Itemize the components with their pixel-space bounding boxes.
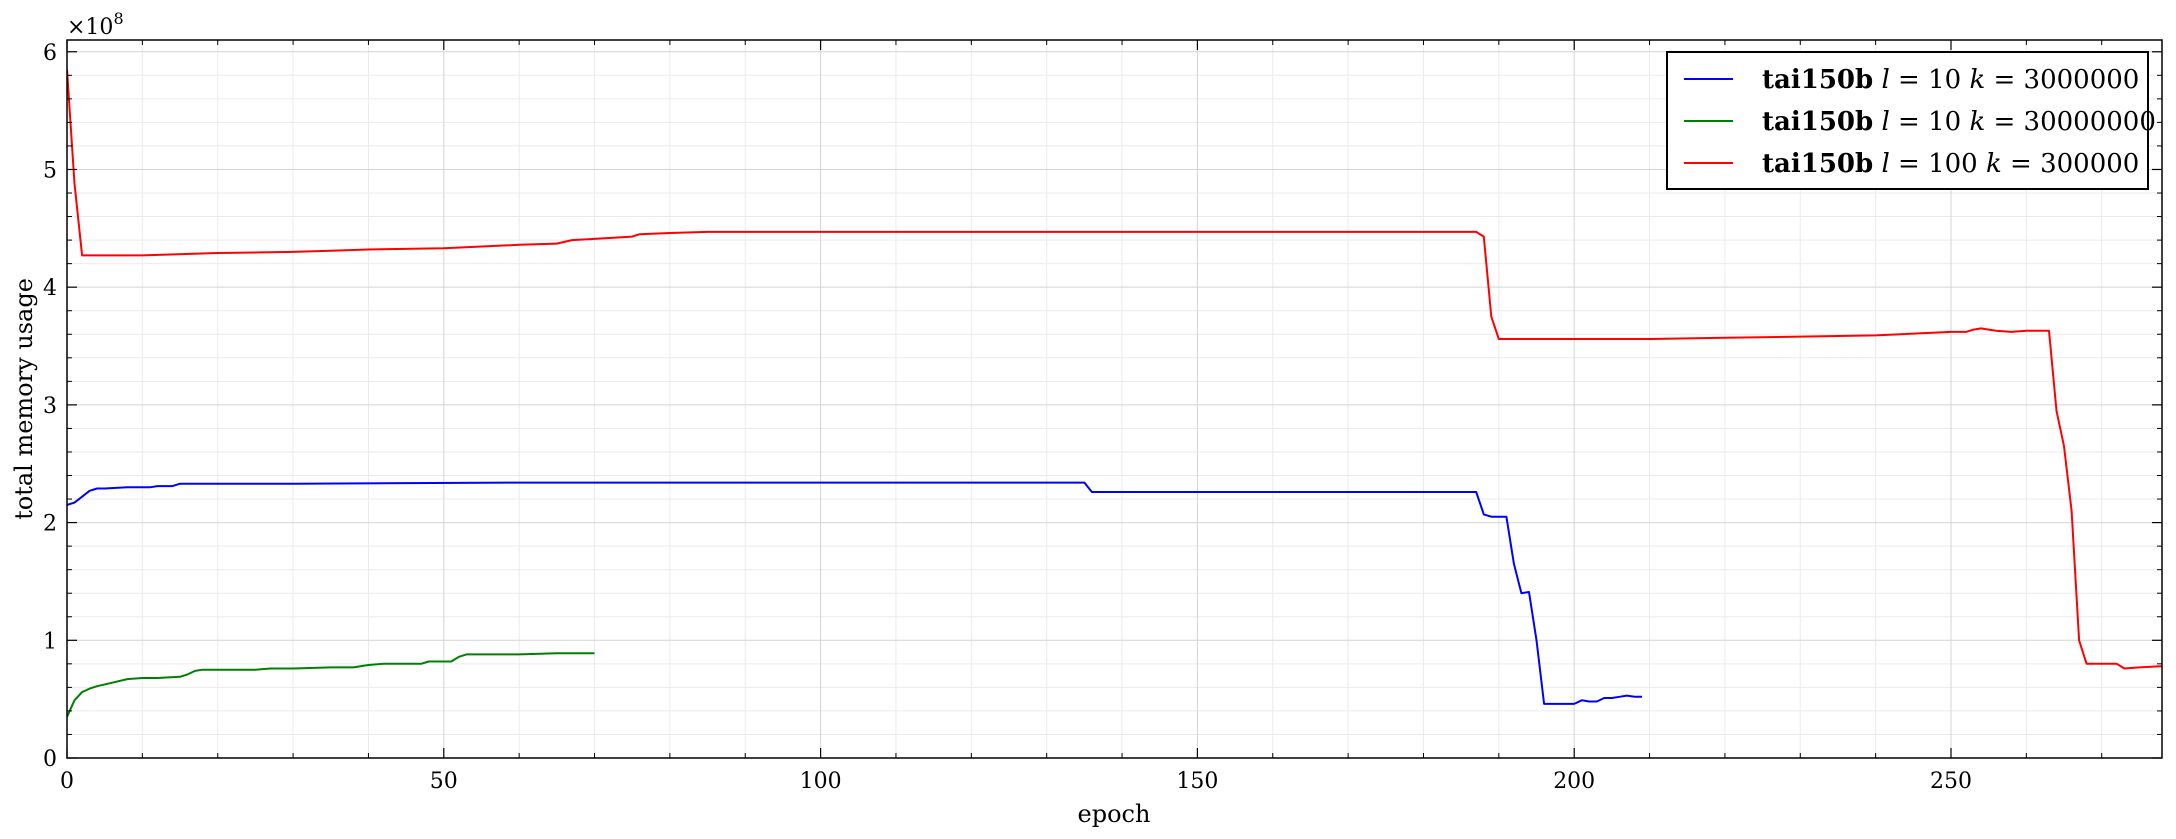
- plot-frame: [66, 39, 2163, 759]
- legend-l-var: l: [1881, 149, 1889, 179]
- legend-k-val: = 3000000: [1985, 65, 2139, 95]
- y-axis-multiplier: ×108: [67, 9, 124, 40]
- legend-k-var: k: [1986, 149, 2002, 179]
- y-tick-label: 2: [43, 512, 57, 537]
- y-axis-label: total memory usage: [10, 278, 38, 520]
- legend-l-val: = 10: [1890, 107, 1970, 137]
- legend-space: [1873, 107, 1881, 137]
- legend-k-var: k: [1969, 107, 1985, 137]
- y-tick-label: 5: [43, 158, 57, 183]
- legend-space: [1873, 149, 1881, 179]
- x-tick-labels: 0 50 100 150 200 250: [60, 769, 1972, 794]
- legend-dataset: tai150b: [1762, 65, 1873, 95]
- y-tick-label: 0: [43, 747, 57, 772]
- legend-box: [1666, 51, 2149, 190]
- legend-k-var: k: [1969, 65, 1985, 95]
- y-tick-label: 6: [43, 41, 57, 66]
- x-tick-label: 100: [800, 769, 842, 794]
- series-layer: [67, 69, 2162, 718]
- series-line-0: [67, 481, 1642, 705]
- y-multiplier-base: ×10: [67, 15, 113, 40]
- axis-ticks: [66, 40, 2162, 759]
- legend-l-var: l: [1881, 107, 1889, 137]
- x-tick-label: 200: [1553, 769, 1595, 794]
- x-tick-label: 0: [60, 769, 74, 794]
- x-axis-label: epoch: [1078, 800, 1151, 828]
- legend-entry-green: tai150b l = 10 k = 30000000: [1762, 107, 2156, 137]
- legend-entry-red: tai150b l = 100 k = 300000: [1762, 149, 2139, 179]
- series-line-1: [67, 652, 595, 718]
- y-tick-labels: 0 1 2 3 4 5 6: [43, 41, 57, 772]
- legend-dataset: tai150b: [1762, 149, 1873, 179]
- legend-entry-blue: tai150b l = 10 k = 3000000: [1762, 65, 2139, 95]
- y-multiplier-exponent: 8: [113, 9, 123, 28]
- legend-space: [1873, 65, 1881, 95]
- legend-l-var: l: [1881, 65, 1889, 95]
- y-tick-label: 3: [43, 394, 57, 419]
- legend-l-val: = 100: [1890, 149, 1986, 179]
- legend-dataset: tai150b: [1762, 107, 1873, 137]
- legend-l-val: = 10: [1890, 65, 1970, 95]
- x-tick-label: 150: [1176, 769, 1218, 794]
- legend-k-val: = 300000: [2002, 149, 2140, 179]
- y-tick-label: 4: [43, 276, 57, 301]
- y-tick-label: 1: [43, 629, 57, 654]
- legend: tai150b l = 10 k = 3000000 tai150b l = 1…: [1666, 51, 2156, 190]
- x-tick-label: 250: [1930, 769, 1972, 794]
- series-line-2: [67, 69, 2162, 670]
- x-tick-label: 50: [430, 769, 458, 794]
- legend-k-val: = 30000000: [1985, 107, 2156, 137]
